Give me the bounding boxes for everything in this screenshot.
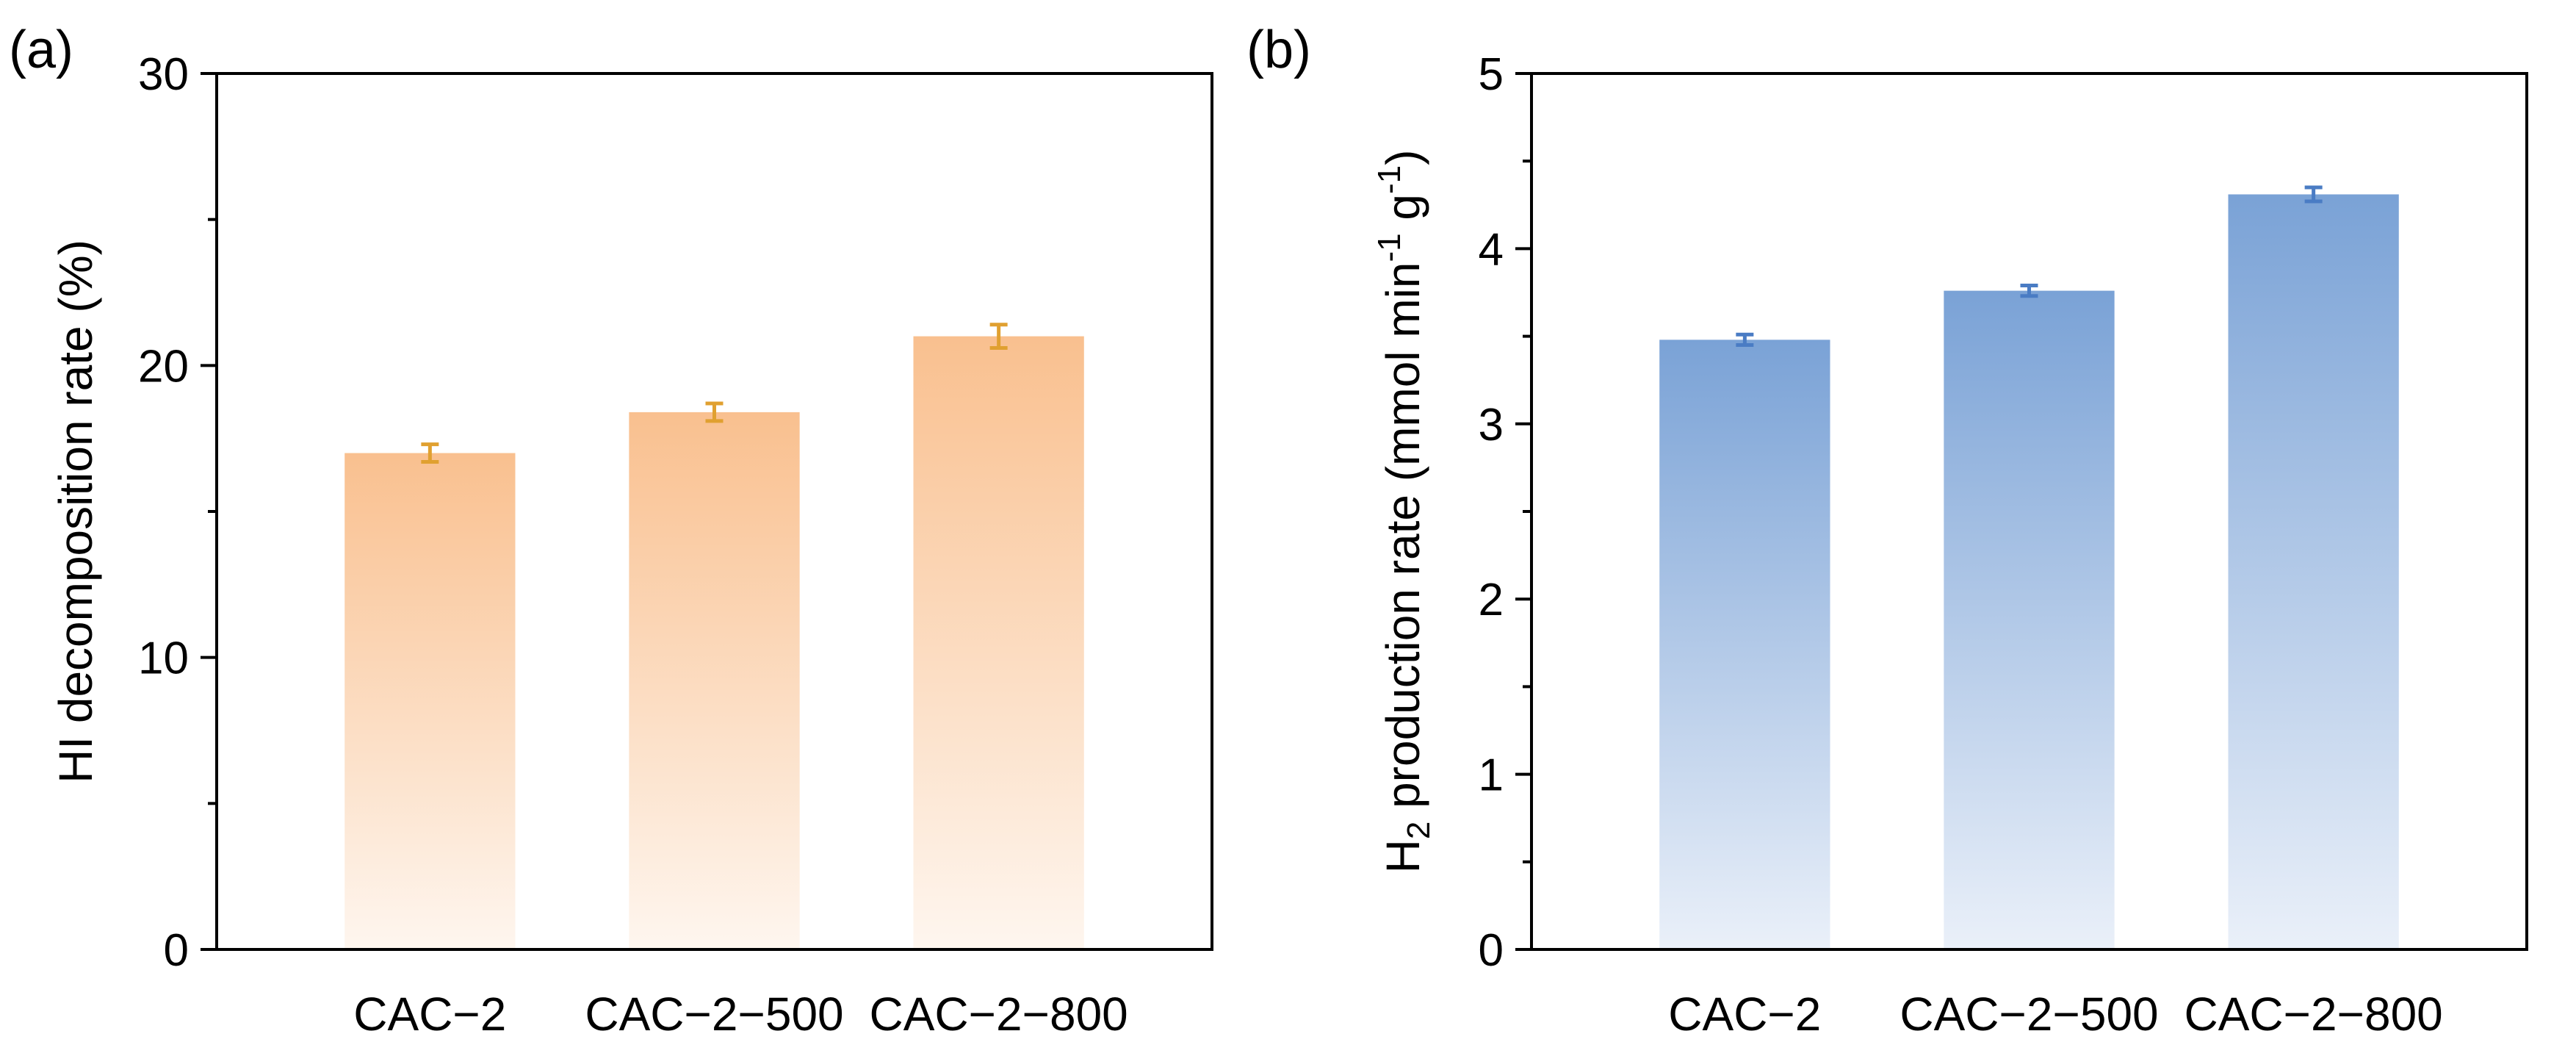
panel-a-error-bar-1 xyxy=(421,442,439,464)
panel-a-y-tick-label: 20 xyxy=(138,341,189,392)
panel-a-bars: CAC−2 CAC−2−500 CAC−2−800 xyxy=(344,323,1128,1041)
ylabel-sup2: -1 xyxy=(1371,165,1407,194)
panel-a-y-ticks: 0 10 20 30 xyxy=(138,49,217,976)
panel-a-error-bar-3 xyxy=(989,323,1008,350)
panel-b-label: (b) xyxy=(1246,21,1311,79)
panel-a-frame xyxy=(215,72,1213,951)
panel-b-error-bar-1 xyxy=(1736,332,1754,348)
panel-b-x-tick-label-2: CAC−2−500 xyxy=(1899,988,2158,1041)
panel-b-error-bar-3 xyxy=(2304,185,2323,204)
panel-a-y-tick-label: 30 xyxy=(138,49,189,100)
panel-a-x-tick-label-2: CAC−2−500 xyxy=(585,988,843,1041)
panel-b-y-tick-label: 5 xyxy=(1479,49,1504,100)
panel-a-bar-1 xyxy=(344,453,516,949)
ylabel-sub: 2 xyxy=(1401,822,1437,839)
ylabel-h: H xyxy=(1377,839,1429,873)
ylabel-end: ) xyxy=(1377,150,1429,165)
panel-b-y-tick-label: 3 xyxy=(1479,400,1504,450)
panel-b-bar-2 xyxy=(1944,290,2115,950)
panel-b-bar-3 xyxy=(2228,194,2399,950)
panel-a-y-axis-title: HI decomposition rate (%) xyxy=(49,240,102,783)
panel-a-x-tick-label-3: CAC−2−800 xyxy=(870,988,1128,1041)
ylabel-mid: g xyxy=(1377,194,1429,233)
panel-b-bars: CAC−2 CAC−2−500 CAC−2−800 xyxy=(1659,185,2443,1041)
panel-b-y-ticks: 0 1 2 3 4 5 xyxy=(1479,49,1531,976)
panel-b-y-axis-title: H2 production rate (mmol min-1 g-1) xyxy=(1371,150,1437,874)
panel-b-bar-1 xyxy=(1659,340,1830,949)
panel-a-x-tick-label-1: CAC−2 xyxy=(353,988,506,1041)
panel-b-error-bar-2 xyxy=(2020,283,2038,298)
panel-a-y-tick-label: 0 xyxy=(164,925,189,976)
panel-b-y-tick-label: 2 xyxy=(1479,575,1504,625)
panel-b-x-tick-label-3: CAC−2−800 xyxy=(2184,988,2443,1041)
panel-a-y-tick-label: 10 xyxy=(138,633,189,684)
panel-a-error-bar-2 xyxy=(705,401,724,423)
ylabel-rest: production rate (mmol min xyxy=(1377,262,1429,822)
ylabel-sup1: -1 xyxy=(1371,233,1407,262)
panel-b-y-tick-label: 1 xyxy=(1479,750,1504,801)
panel-a-bar-2 xyxy=(629,412,800,949)
panel-a-bar-3 xyxy=(913,336,1084,950)
panel-b-x-tick-label-1: CAC−2 xyxy=(1668,988,1821,1041)
panel-b-y-tick-label: 4 xyxy=(1479,224,1504,275)
panel-a: (a) CAC−2 CAC−2−500 CAC−2−800 0 10 20 30 HI d… xyxy=(9,21,1213,1041)
panel-a-label: (a) xyxy=(9,21,73,79)
panel-b-y-tick-label: 0 xyxy=(1479,925,1504,976)
panel-b-frame xyxy=(1530,72,2528,951)
